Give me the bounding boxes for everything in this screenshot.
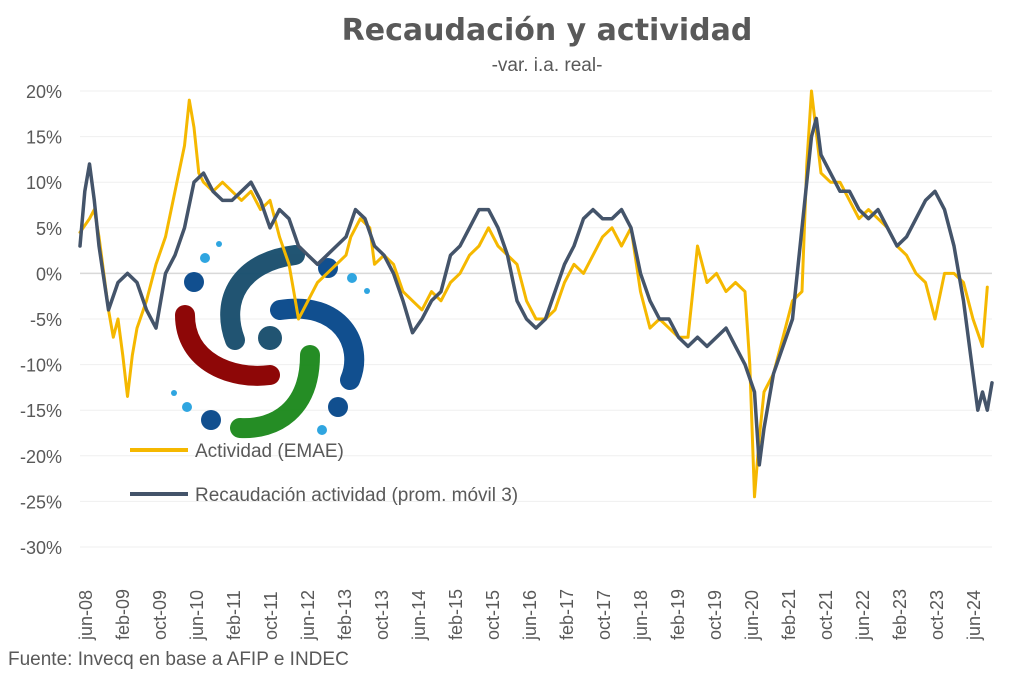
y-tick-label: -10% (20, 356, 62, 376)
y-tick-label: -15% (20, 401, 62, 421)
x-tick-label: feb-11 (224, 590, 244, 640)
series (78, 89, 994, 499)
x-tick-label: feb-19 (668, 589, 688, 640)
x-tick-label: jun-24 (964, 590, 984, 641)
x-tick-label: feb-09 (113, 589, 133, 640)
y-tick-label: -25% (20, 492, 62, 512)
x-tick-label: jun-10 (187, 590, 207, 641)
x-tick-label: jun-18 (631, 590, 651, 641)
legend-label-actividad: Actividad (EMAE) (195, 441, 344, 462)
x-tick-label: oct-17 (594, 590, 614, 640)
x-tick-label: oct-09 (150, 590, 170, 640)
series-line-actividad (78, 89, 989, 499)
legend: Actividad (EMAE) Recaudación actividad (… (130, 441, 518, 506)
x-tick-label: feb-13 (335, 589, 355, 640)
x-tick-label: feb-23 (890, 589, 910, 640)
x-tick-label: jun-12 (298, 590, 318, 641)
series-line-recaudacion (78, 116, 994, 467)
x-tick-label: jun-16 (520, 590, 540, 641)
x-tick-label: oct-23 (927, 590, 947, 640)
y-tick-label: 0% (36, 264, 62, 284)
x-tick-label: feb-17 (557, 589, 577, 640)
x-tick-label: oct-15 (483, 590, 503, 640)
y-tick-label: -20% (20, 447, 62, 467)
x-tick-label: jun-22 (853, 590, 873, 641)
y-tick-label: 15% (26, 128, 62, 148)
chart-subtitle: -var. i.a. real- (492, 55, 603, 76)
y-tick-label: 20% (26, 82, 62, 102)
x-tick-label: oct-19 (705, 590, 725, 640)
y-tick-label: -5% (30, 310, 62, 330)
y-tick-label: 5% (36, 219, 62, 239)
legend-label-recaudacion: Recaudación actividad (prom. móvil 3) (195, 485, 518, 506)
y-axis-ticks: 20% 15% 10% 5% 0% -5% -10% -15% -20% -25% -30% (20, 82, 62, 558)
source-note: Fuente: Invecq en base a AFIP e INDEC (8, 649, 349, 670)
logo-watermark (171, 241, 370, 439)
x-axis-ticks: jun-08 feb-09 oct-09 jun-10 feb-11 oct-11 jun-… (76, 589, 984, 641)
y-tick-label: -30% (20, 538, 62, 558)
x-tick-label: jun-20 (742, 590, 762, 641)
x-tick-label: feb-15 (446, 589, 466, 640)
y-tick-label: 10% (26, 173, 62, 193)
x-tick-label: feb-21 (779, 589, 799, 640)
x-tick-label: oct-11 (261, 591, 281, 640)
x-tick-label: oct-21 (816, 590, 836, 640)
x-tick-label: jun-14 (409, 590, 429, 641)
chart-title: Recaudación y actividad (342, 13, 753, 48)
x-tick-label: oct-13 (372, 590, 392, 640)
x-tick-label: jun-08 (76, 590, 96, 641)
